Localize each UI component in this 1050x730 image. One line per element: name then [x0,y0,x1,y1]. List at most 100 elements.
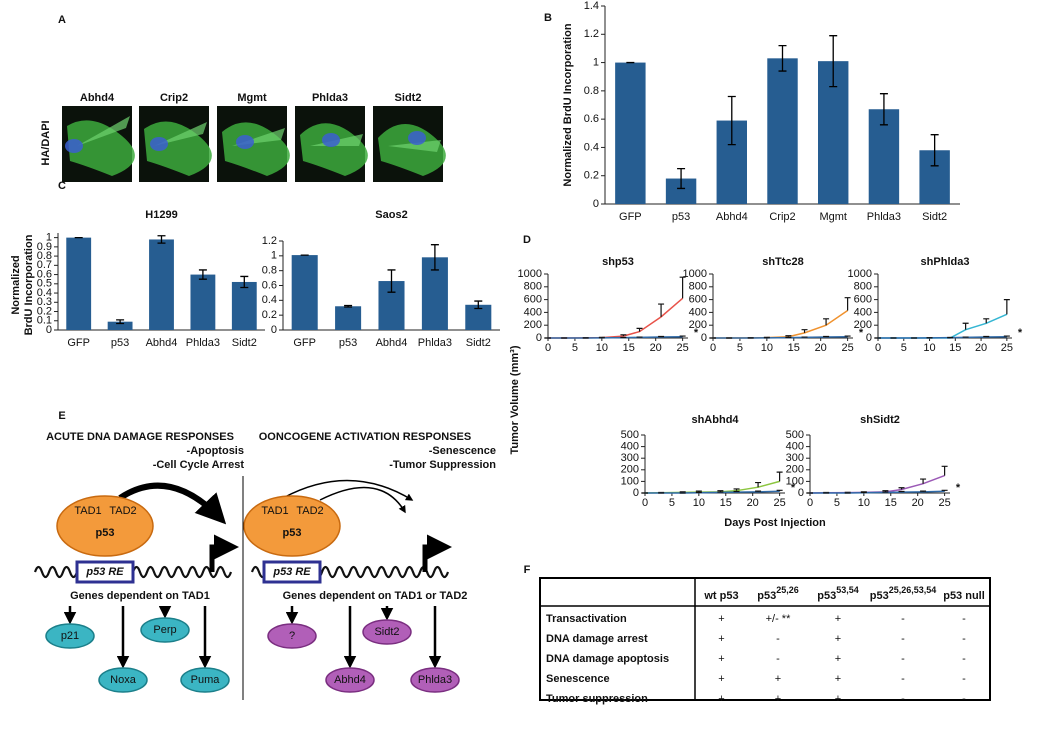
nucleus [236,135,254,149]
error-bar [983,335,990,338]
y-tick-label: 1000 [683,268,707,280]
error-bar [829,35,838,88]
y-tick-label: 0.2 [584,170,599,182]
cells [378,123,446,176]
y-tick-label: 1.4 [584,0,599,12]
y-tick-label: 800 [524,281,542,293]
x-tick-label: Phlda3 [418,337,452,349]
cell: - [901,613,905,625]
cell: + [718,633,724,645]
bar [767,58,798,205]
chart-title: shSidt2 [860,414,900,426]
y-tick-label: 1000 [518,268,542,280]
genes-caption: Genes dependent on TAD1 or TAD2 [283,590,468,602]
p53-protein [56,495,154,557]
error-bar [679,276,686,299]
activation-arrow [319,486,406,514]
x-tick-label: 25 [676,342,688,354]
x-tick-label: 5 [572,342,578,354]
header-sup: 25,26,53,54 [889,585,937,595]
gene-name: p21 [61,630,79,642]
column-header: p5325,26 [757,585,799,602]
error-bar [801,329,808,333]
error-bar [879,93,888,126]
cell: - [901,633,905,645]
error-bar [240,275,249,289]
y-tick-label: 600 [854,294,872,306]
x-tick-label: Sidt2 [232,337,257,349]
gene-label: Sidt2 [395,92,422,104]
nucleus [322,133,340,147]
y-tick-label: 400 [524,306,542,318]
cell: + [835,673,841,685]
y-tick-label: 100 [621,475,639,487]
x-tick-label: 20 [975,342,987,354]
annotation: * [1018,327,1023,339]
gene-oval [140,617,190,643]
gene-oval [180,667,230,693]
x-tick-label: 15 [623,342,635,354]
error-bar [755,481,762,488]
cell: - [901,653,905,665]
cell: - [962,673,966,685]
y-tick-label: 0.8 [262,265,277,277]
x-tick-label: 0 [807,497,813,509]
y-tick-label: 1.2 [584,28,599,40]
cell-body [378,123,446,176]
tad-label: TAD1 [74,505,101,517]
response-item: -Apoptosis [187,445,244,457]
gene-name: Sidt2 [374,626,399,638]
x-tick-label: 0 [642,497,648,509]
bar [149,239,174,330]
cell: + [835,693,841,705]
x-tick-label: 20 [747,497,759,509]
protein-label: p53 [283,527,302,539]
nucleus [408,131,426,145]
error-bar [1003,299,1010,315]
x-tick-label: 5 [901,342,907,354]
gene-name: Phlda3 [418,674,452,686]
y-tick-label: 0.4 [37,287,52,299]
x-tick-label: 10 [596,342,608,354]
y-tick-label: 800 [689,281,707,293]
y-tick-label: 0.4 [262,294,277,306]
y-tick-label: 1000 [848,268,872,280]
y-tick-label: 0.3 [37,296,52,308]
cell: - [901,693,905,705]
series-line [713,335,848,339]
y-tick-label: 0.8 [37,250,52,262]
chart-title: shTtc28 [762,256,804,268]
cell: - [776,653,780,665]
error-bar [733,490,740,493]
x-tick-label: Phlda3 [867,211,901,223]
error-bar [387,269,396,293]
cell: - [776,633,780,645]
y-tick-label: 400 [621,441,639,453]
gene-oval [45,623,95,649]
y-tick-label: 0 [798,487,804,499]
error-bar [941,465,948,476]
x-tick-label: 10 [858,497,870,509]
y-tick-label: 400 [786,441,804,453]
x-tick-label: 25 [1001,342,1013,354]
annotation: * [859,327,864,339]
x-tick-label: p53 [111,337,129,349]
bar [66,237,92,330]
error-bar [157,235,166,244]
cell: - [962,613,966,625]
x-tick-label: Abhd4 [146,337,178,349]
x-axis-label: Days Post Injection [724,517,826,529]
x-tick-label: Abhd4 [376,337,408,349]
y-tick-label: 100 [786,475,804,487]
cell: - [962,653,966,665]
gene-name: Noxa [110,674,137,686]
y-tick-label: 0.2 [262,309,277,321]
error-bar [695,490,702,493]
error-bar [430,244,439,271]
cell: - [901,673,905,685]
y-tick-label: 1 [593,56,599,68]
x-tick-label: Abhd4 [716,211,748,223]
header-sup: 25,26 [776,585,799,595]
tad-label: TAD1 [261,505,288,517]
